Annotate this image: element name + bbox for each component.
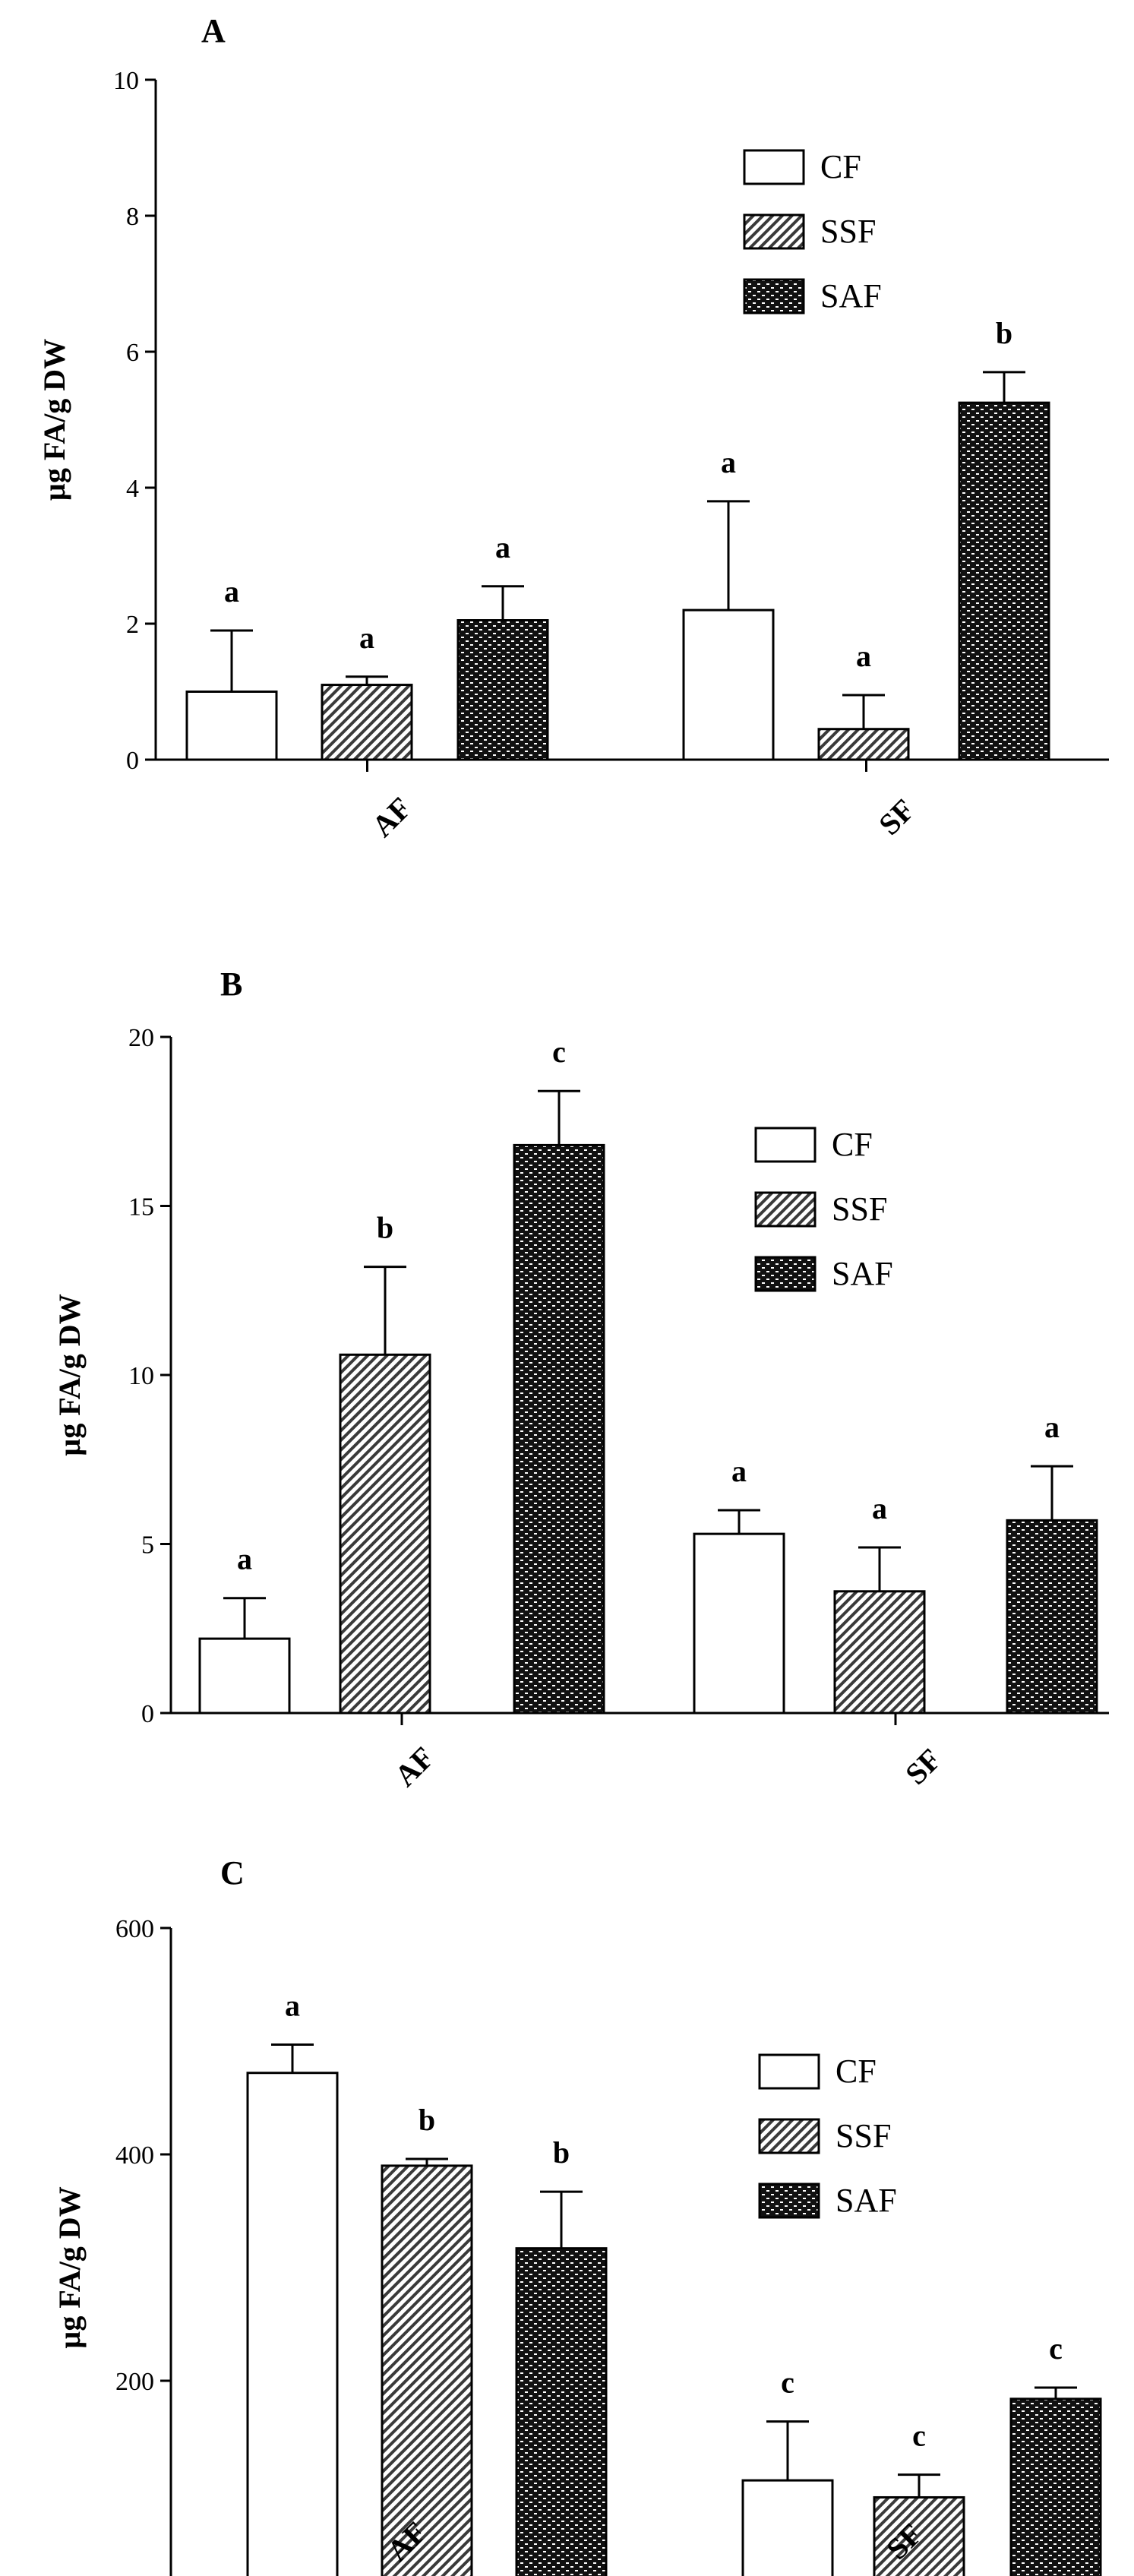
legend-swatch — [743, 213, 805, 250]
legend-label: CF — [835, 2053, 877, 2090]
significance-letter: a — [237, 1542, 252, 1576]
bar — [817, 728, 910, 761]
legend-label: CF — [832, 1126, 873, 1163]
bar — [873, 2495, 965, 2576]
significance-letter: b — [419, 2103, 435, 2137]
legend-swatch — [758, 2118, 820, 2154]
y-tick-label: 8 — [126, 203, 139, 231]
legend-label: SAF — [832, 1255, 893, 1292]
x-tick-label: AF — [365, 791, 419, 844]
x-tick-label: SF — [872, 792, 921, 842]
y-tick-label: 10 — [128, 1362, 154, 1390]
legend-swatch — [758, 2053, 820, 2090]
significance-letter: c — [552, 1035, 566, 1069]
y-tick-label: 0 — [141, 1700, 154, 1728]
significance-letter: b — [377, 1211, 393, 1245]
y-tick-label: 200 — [115, 2368, 154, 2396]
significance-letter: a — [495, 530, 510, 564]
bar — [741, 2479, 834, 2576]
y-tick-label: 5 — [141, 1531, 154, 1560]
y-tick-label: 10 — [113, 67, 139, 95]
significance-letter: b — [996, 316, 1012, 350]
legend-swatch — [754, 1191, 817, 1228]
legend-label: SSF — [820, 213, 876, 250]
y-tick-label: 400 — [115, 2141, 154, 2170]
legend-label: SSF — [835, 2117, 891, 2154]
bar — [958, 401, 1050, 761]
y-tick-label: 4 — [126, 475, 139, 503]
legend: CF SSF SAF — [754, 1126, 893, 1292]
legend-swatch — [743, 149, 805, 185]
bar — [456, 619, 549, 761]
bar — [1006, 1519, 1098, 1715]
chart-panel-B: B 0 5 10 15 20 µg FA/g DW a a b a c a AF SF CF SSF SAF — [52, 966, 1109, 1793]
significance-letter: a — [872, 1491, 887, 1525]
legend-label: SAF — [835, 2182, 897, 2219]
bar — [381, 2164, 473, 2576]
legend-swatch — [743, 278, 805, 314]
bar — [833, 1590, 926, 1715]
bar — [185, 691, 278, 761]
panel-label: B — [220, 966, 242, 1003]
bar — [513, 1143, 605, 1715]
significance-letter: a — [856, 639, 871, 673]
x-tick-label: SF — [899, 1742, 948, 1791]
y-axis-label: µg FA/g DW — [37, 339, 71, 501]
significance-letter: a — [359, 621, 374, 655]
y-axis-label: µg FA/g DW — [52, 1294, 87, 1456]
significance-letter: a — [731, 1454, 747, 1488]
significance-letter: c — [1049, 2331, 1063, 2366]
bar — [682, 608, 775, 761]
bar — [339, 1353, 431, 1715]
chart-layer: A 0 2 4 6 8 10 µg FA/g DW a a a a a b AF SF CF SSF SAF B 0 5 1… — [37, 12, 1109, 2576]
legend: CF SSF SAF — [758, 2053, 897, 2219]
bar — [246, 2072, 339, 2576]
legend-swatch — [754, 1256, 817, 1292]
bar — [1009, 2397, 1102, 2576]
x-tick-label: AF — [388, 1740, 441, 1794]
significance-letter: a — [224, 574, 239, 608]
y-axis-label: µg FA/g DW — [52, 2186, 87, 2348]
significance-letter: a — [721, 445, 736, 479]
legend: CF SSF SAF — [743, 148, 882, 314]
bar — [693, 1532, 785, 1715]
panel-label: C — [220, 1854, 245, 1892]
legend-swatch — [758, 2182, 820, 2219]
legend-label: SSF — [832, 1190, 887, 1228]
significance-letter: c — [912, 2419, 926, 2453]
y-tick-label: 600 — [115, 1915, 154, 1943]
significance-letter: c — [781, 2366, 794, 2400]
y-tick-label: 0 — [126, 747, 139, 775]
significance-letter: b — [553, 2135, 570, 2170]
panel-label: A — [201, 12, 226, 49]
legend-swatch — [754, 1127, 817, 1163]
bar — [515, 2247, 608, 2576]
y-tick-label: 2 — [126, 611, 139, 639]
chart-panel-A: A 0 2 4 6 8 10 µg FA/g DW a a a a a b AF SF CF SSF SAF — [37, 12, 1109, 843]
y-tick-label: 6 — [126, 339, 139, 367]
legend-label: SAF — [820, 277, 882, 314]
y-tick-label: 15 — [128, 1193, 154, 1222]
significance-letter: a — [1044, 1410, 1060, 1444]
bar — [198, 1637, 291, 1715]
legend-label: CF — [820, 148, 861, 185]
y-tick-label: 20 — [128, 1024, 154, 1052]
significance-letter: a — [285, 1988, 300, 2022]
bar — [321, 684, 413, 761]
